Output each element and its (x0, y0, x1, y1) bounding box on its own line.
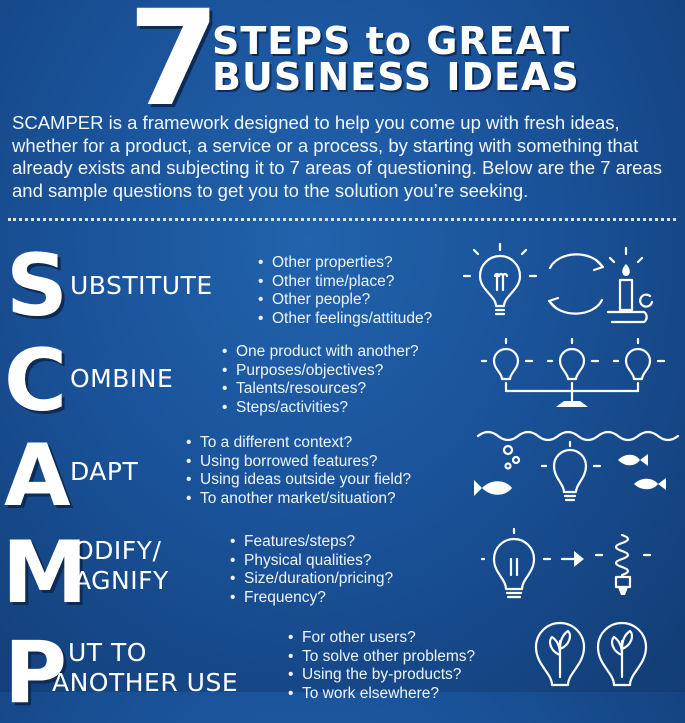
question-list: Features/steps? Physical qualities? Size… (230, 533, 393, 607)
intro-paragraph: SCAMPER is a framework designed to help … (12, 112, 662, 201)
section-modify-magnify: M ODIFY/ AGNIFY Features/steps? Physical… (0, 525, 685, 625)
lightbulb-underwater-fish-icon (474, 430, 680, 502)
question-item: One product with another? (222, 343, 419, 362)
question-item: To solve other problems? (288, 648, 475, 667)
title-line-2: BUSINESS IDEAS (212, 55, 580, 99)
section-word: UBSTITUTE (70, 271, 213, 300)
section-substitute: S UBSTITUTE Other properties? Other time… (0, 240, 685, 335)
section-word-line-1: ODIFY/ (74, 536, 162, 565)
question-item: Talents/resources? (222, 380, 419, 399)
three-lightbulbs-connected-icon (480, 337, 666, 407)
section-word: OMBINE (70, 364, 174, 393)
title-line-1: STEPS to GREAT (212, 19, 570, 63)
question-item: To a different context? (186, 434, 411, 453)
question-item: Using the by-products? (288, 666, 475, 685)
section-word-line-1: UT TO (68, 638, 147, 667)
section-adapt: A DAPT To a different context? Using bor… (0, 430, 685, 525)
section-letter: S (6, 236, 68, 336)
section-word-line-2: ANOTHER USE (52, 668, 239, 697)
section-letter: C (4, 331, 68, 431)
question-item: Features/steps? (230, 533, 393, 552)
section-letter: A (4, 426, 71, 526)
question-list: Other properties? Other time/place? Othe… (258, 254, 432, 328)
question-list: To a different context? Using borrowed f… (186, 434, 411, 508)
question-item: Other properties? (258, 254, 432, 273)
question-item: Other people? (258, 291, 432, 310)
section-combine: C OMBINE One product with another? Purpo… (0, 335, 685, 430)
question-item: Using borrowed features? (186, 453, 411, 472)
question-item: Steps/activities? (222, 399, 419, 418)
question-item: To work elsewhere? (288, 685, 475, 704)
question-item: Other time/place? (258, 273, 432, 292)
question-item: Other feelings/attitude? (258, 310, 432, 329)
section-word: DAPT (70, 457, 139, 486)
question-item: For other users? (288, 629, 475, 648)
lightbulb-to-cfl-icon (480, 527, 652, 599)
lightbulbs-with-plants-icon (534, 621, 648, 687)
question-item: Purposes/objectives? (222, 362, 419, 381)
question-item: Physical qualities? (230, 552, 393, 571)
question-item: Size/duration/pricing? (230, 570, 393, 589)
lightbulb-swap-candle-icon (462, 242, 654, 324)
title-number: 7 (128, 0, 220, 136)
question-item: To another market/situation? (186, 490, 411, 509)
section-put-to-another-use: P UT TO ANOTHER USE For other users? To … (0, 621, 685, 716)
question-item: Using ideas outside your field? (186, 471, 411, 490)
section-letter: M (2, 523, 88, 623)
question-list: One product with another? Purposes/objec… (222, 343, 419, 417)
dotted-divider (8, 218, 676, 221)
question-item: Frequency? (230, 589, 393, 608)
section-word-line-2: AGNIFY (74, 566, 169, 595)
